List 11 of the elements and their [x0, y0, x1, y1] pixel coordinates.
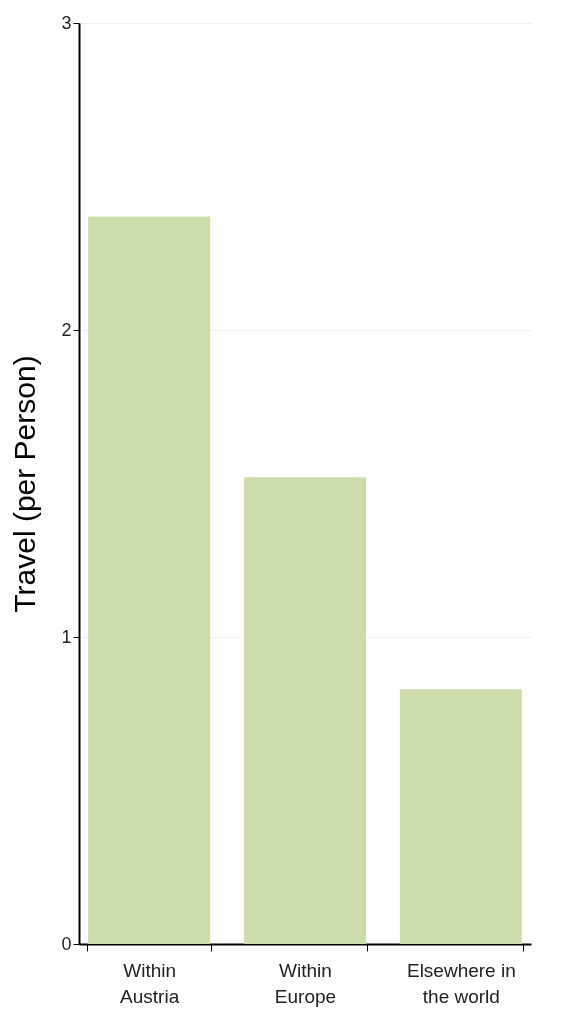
x-tick-label: Elsewhere in the world — [406, 959, 516, 1007]
bar — [88, 216, 211, 944]
y-tick-label: 2 — [61, 319, 72, 340]
y-tick-label: 0 — [61, 933, 72, 954]
x-tick-label: Within Austria — [120, 959, 180, 1007]
x-tick-label: Within Europe — [274, 959, 337, 1007]
bar — [399, 689, 522, 944]
y-axis-title: Travel (per Person) — [8, 355, 42, 613]
y-tick-label: 3 — [61, 12, 72, 33]
y-tick-label: 1 — [61, 626, 72, 647]
bar — [244, 477, 366, 944]
